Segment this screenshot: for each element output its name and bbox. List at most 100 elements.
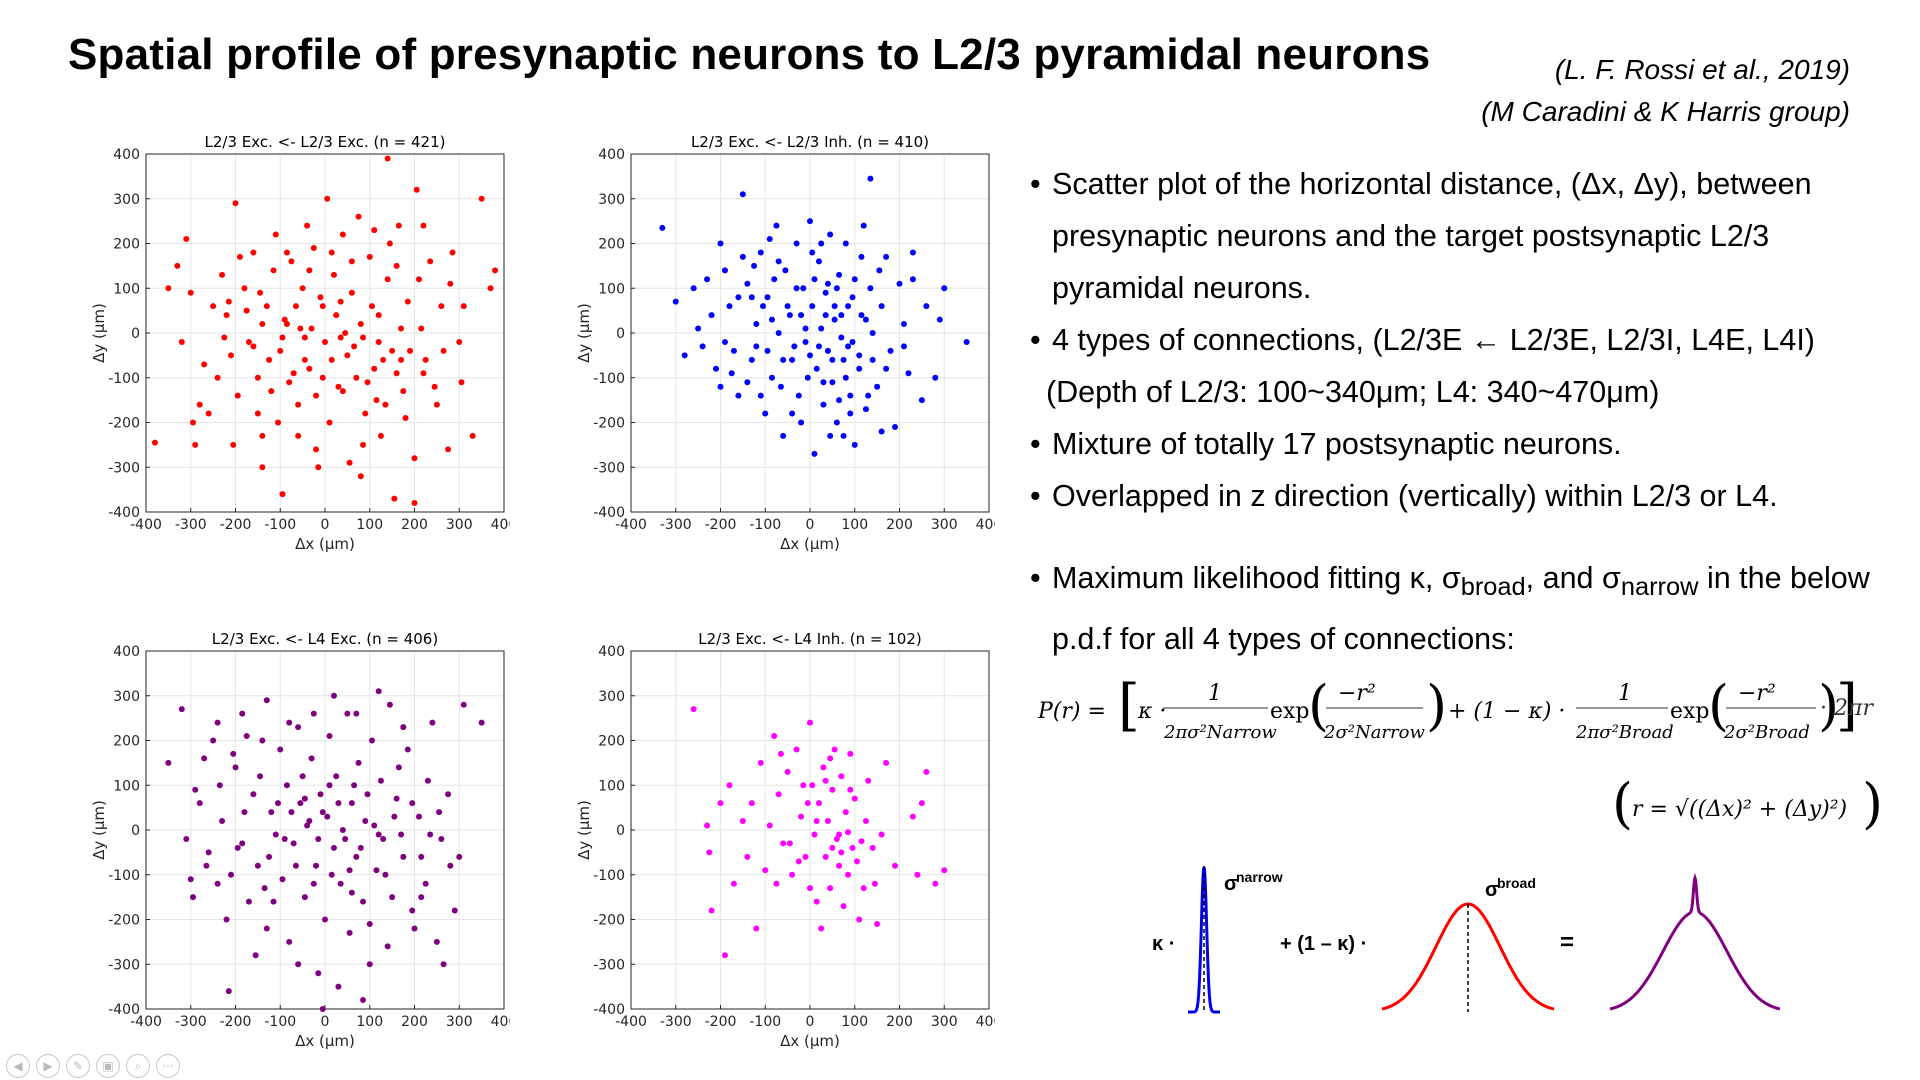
data-point [214, 719, 221, 726]
data-point [254, 862, 261, 869]
data-point [782, 267, 789, 274]
bullet-2-line-1: 4 types of connections, (L2/3E ← L2/3E, … [1052, 323, 1815, 357]
chart-title: L2/3 Exc. <- L2/3 Inh. (n = 410) [691, 133, 929, 151]
data-point [375, 831, 382, 838]
bullet-icon: • [1030, 479, 1041, 513]
data-point [210, 303, 217, 310]
data-point [780, 840, 787, 847]
data-point [299, 285, 306, 292]
y-tick-label: -100 [593, 868, 625, 884]
formula-one-2: 1 [1618, 681, 1632, 706]
data-point [838, 334, 845, 341]
data-point [659, 224, 666, 231]
y-tick-label: 100 [113, 778, 140, 794]
data-point [869, 844, 876, 851]
svg-text:]: ] [1836, 673, 1858, 738]
data-point [492, 267, 499, 274]
scatter-plot-l4inh: -400 -300 -200 -100 0 100 200 300 400 400 300 200 10… [565, 625, 1002, 1060]
data-point [266, 853, 273, 860]
x-tick-label: -300 [660, 1014, 692, 1030]
data-point [822, 777, 829, 784]
data-point [290, 370, 297, 377]
data-point [288, 809, 295, 816]
data-point [252, 952, 259, 959]
data-point [704, 822, 711, 829]
data-point [398, 356, 405, 363]
data-point [355, 759, 362, 766]
data-point [214, 880, 221, 887]
data-point [440, 961, 447, 968]
data-point [335, 383, 342, 390]
data-point [304, 222, 311, 229]
data-point [804, 374, 811, 381]
data-point [295, 432, 302, 439]
data-point [469, 432, 476, 439]
x-axis-label: Δx (μm) [780, 535, 840, 553]
data-point [748, 356, 755, 363]
chart-title: L2/3 Exc. <- L4 Exc. (n = 406) [212, 630, 438, 648]
data-point [232, 200, 239, 207]
data-point [487, 285, 494, 292]
data-point [856, 352, 863, 359]
data-point [393, 795, 400, 802]
data-point [360, 441, 367, 448]
formula-kappa: κ · [1137, 699, 1166, 724]
data-point [909, 276, 916, 283]
slides-grid-icon[interactable]: ▣ [96, 1054, 120, 1078]
y-tick-label: 400 [598, 644, 625, 660]
data-point [210, 737, 217, 744]
data-point [858, 312, 865, 319]
data-point [795, 858, 802, 865]
data-point [849, 294, 856, 301]
data-point [241, 809, 248, 816]
data-point [398, 831, 405, 838]
data-point [228, 352, 235, 359]
data-point [795, 392, 802, 399]
data-point [704, 276, 711, 283]
data-point [368, 303, 375, 310]
data-point [762, 867, 769, 874]
data-point [418, 325, 425, 332]
bullet-2-line-2: (Depth of L2/3: 100~340μm; L4: 340~470μm… [1046, 375, 1660, 409]
x-tick-label: 400 [491, 517, 510, 533]
data-point [874, 920, 881, 927]
x-tick-label: -200 [220, 1014, 252, 1030]
data-point [295, 961, 302, 968]
data-point [923, 768, 930, 775]
data-point [380, 356, 387, 363]
data-point [219, 818, 226, 825]
data-point [243, 733, 250, 740]
data-point [348, 289, 355, 296]
data-point [386, 701, 393, 708]
y-tick-label: 400 [113, 644, 140, 660]
formula-plus: + (1 − κ) · [1448, 699, 1565, 724]
x-tick-label: -400 [130, 1014, 162, 1030]
data-point [411, 455, 418, 462]
data-point [820, 764, 827, 771]
bullet-icon: • [1030, 323, 1041, 357]
data-point [726, 303, 733, 310]
data-point [744, 853, 751, 860]
data-point [295, 401, 302, 408]
data-point [768, 316, 775, 323]
data-point [415, 276, 422, 283]
pen-icon[interactable]: ✎ [66, 1054, 90, 1078]
data-point [326, 419, 333, 426]
svg-text:(: ( [1612, 776, 1633, 835]
zoom-icon[interactable]: ⌕ [126, 1054, 150, 1078]
data-point [900, 321, 907, 328]
next-slide-icon[interactable]: ▶ [36, 1054, 60, 1078]
more-options-icon[interactable]: ⋯ [156, 1054, 180, 1078]
x-tick-label: 200 [401, 517, 428, 533]
data-point [339, 388, 346, 395]
data-point [413, 186, 420, 193]
data-point [478, 719, 485, 726]
data-point [800, 285, 807, 292]
data-point [165, 285, 172, 292]
data-point [827, 231, 834, 238]
data-point [433, 401, 440, 408]
data-point [836, 271, 843, 278]
data-point [225, 298, 232, 305]
data-point [337, 880, 344, 887]
previous-slide-icon[interactable]: ◀ [6, 1054, 30, 1078]
